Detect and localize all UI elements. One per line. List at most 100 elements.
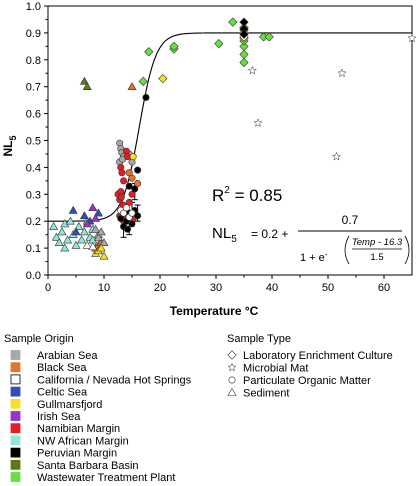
data-point [71,227,81,236]
data-point [128,190,136,198]
data-point [127,82,137,90]
equation-lhs: NL5 [212,225,237,245]
legend-origin-swatch [10,374,21,385]
x-tick-label: 10 [98,282,110,294]
legend-origin-label: California / Nevada Hot Springs [37,374,192,386]
data-point [79,227,89,236]
data-point [128,174,136,182]
data-point [138,76,148,86]
data-point [120,209,128,217]
legend-origin-swatch [10,398,21,409]
data-point [125,198,133,206]
data-point [117,215,125,223]
data-point [228,17,238,27]
legend-type-symbol-diamond [227,350,237,360]
legend-origin-swatch [10,423,21,434]
legend-type-title: Sample Type [227,333,291,345]
data-point [77,235,87,244]
data-point [79,76,89,85]
y-tick-label: 0.8 [26,55,41,67]
data-point [93,208,103,217]
legend-type-symbol-circle [228,376,236,384]
data-point [117,193,125,201]
data-point [239,49,249,60]
legend-type-label: Particulate Organic Matter [243,375,371,387]
equation-left-paren [344,235,350,265]
data-point [134,166,142,174]
data-point [129,153,137,161]
legend-origin-swatch [10,435,21,446]
data-point [82,82,92,90]
data-point [239,29,249,39]
data-point [331,151,342,161]
y-tick-label: 0.5 [26,136,41,148]
exponent-denominator: 1.5 [370,252,383,263]
data-point [214,39,224,49]
data-point [74,221,84,230]
data-point [71,240,81,249]
x-tick-label: 20 [154,282,166,294]
equation-denominator: 1 + e- [300,250,328,264]
legend-origin-title: Sample Origin [4,333,74,345]
legend-type-label: Laboratory Enrichment Culture [243,350,393,362]
data-point [63,235,73,244]
y-tick-label: 0.6 [26,109,41,121]
data-point [60,243,70,252]
legend-type-symbol-triangle [227,387,237,396]
data-point [57,227,67,236]
y-tick-label: 0.1 [26,243,41,255]
legend-origin-label: Santa Barbara Basin [37,460,139,472]
y-tick-label: 0.9 [26,28,41,40]
fit-curve-layer [48,32,412,222]
equation-right-paren [404,235,410,265]
legend-origin-swatch [10,362,21,373]
data-point [264,32,274,42]
data-point [88,203,98,212]
data-point [68,205,78,214]
data-points-layer [49,17,417,260]
x-tick-label: 50 [322,282,334,294]
data-point [99,251,109,260]
y-tick-label: 0.4 [26,162,41,174]
legend-type-symbol-star [227,362,237,372]
data-point [253,118,263,127]
data-point [65,216,75,225]
legend-origin-label: Wastewater Treatment Plant [37,472,175,484]
legend-origin-swatch [10,386,21,397]
data-point [82,219,92,228]
legend-type-label: Sediment [243,388,289,400]
legend-origin-label: Peruvian Margin [37,448,117,460]
exponent-numerator: Temp - 16.3 [352,237,403,248]
x-tick-label: 0 [45,282,51,294]
data-point [128,220,136,228]
data-point [91,213,101,222]
data-point [125,182,133,190]
legend-origin-label: Celtic Sea [37,387,88,399]
x-tick-label: 60 [378,282,390,294]
data-point [93,232,103,241]
data-point [91,224,101,233]
data-point [124,225,132,233]
data-point [144,47,154,57]
data-point [407,33,417,43]
equation-base: = 0.2 + [251,227,288,241]
legend-origin-label: Gullmarsfjord [37,399,102,411]
legend-origin-swatch [10,472,21,482]
data-point [128,209,136,217]
legend-origin-label: Arabian Sea [37,350,98,362]
x-axis-label: Temperature °C [170,304,259,318]
data-point [96,243,106,252]
legend-origin-swatch [10,350,21,360]
data-point [120,177,128,185]
legend-type-label: Microbial Mat [243,363,308,375]
x-tick-label: 40 [266,282,278,294]
y-tick-label: 0.7 [26,82,41,94]
data-point [125,169,133,177]
fit-equation: NL5 = 0.2 + 0.7 1 + e- Temp - 16.3 1.5 [212,213,410,265]
data-point [118,169,126,177]
data-point [158,74,168,84]
data-point [88,242,98,251]
legend-origin-swatch [10,447,21,458]
